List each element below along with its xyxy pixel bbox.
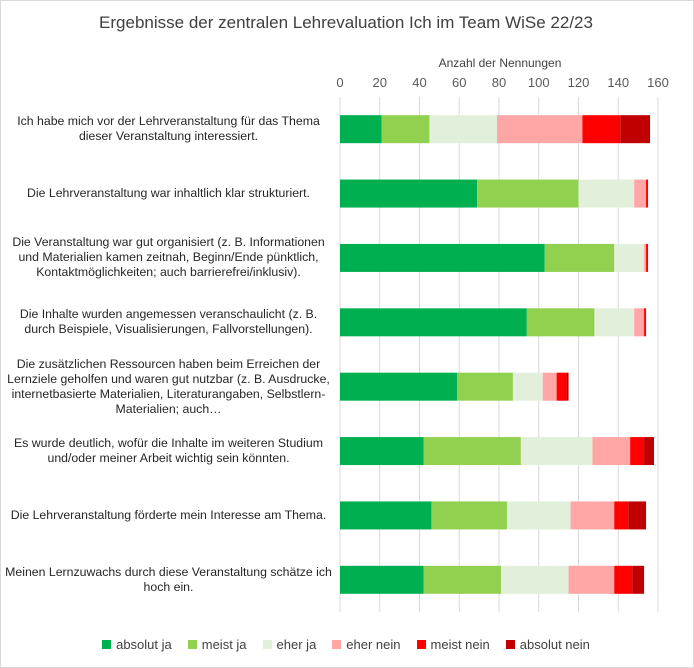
bar-segment-8-absolut-nein <box>632 565 645 594</box>
bar-segment-5-absolut-ja <box>340 372 458 401</box>
category-label-7: Die Lehrveranstaltung förderte mein Inte… <box>0 483 337 547</box>
category-label-2: Die Lehrveranstaltung war inhaltlich kla… <box>0 161 337 225</box>
legend-item-meist-nein: meist nein <box>416 637 490 652</box>
bar-segment-8-eher-ja <box>500 565 569 594</box>
legend-item-absolut-nein: absolut nein <box>505 637 590 652</box>
x-tick-label-100: 100 <box>528 75 550 90</box>
category-label-6: Es wurde deutlich, wofür die Inhalte im … <box>0 419 337 483</box>
bar-segment-6-eher-ja <box>520 437 593 466</box>
bar-segment-7-meist-ja <box>431 501 507 530</box>
legend-swatch <box>416 640 426 649</box>
bar-segment-7-absolut-ja <box>340 501 432 530</box>
legend-label: eher nein <box>346 637 401 652</box>
bar-segment-7-eher-nein <box>570 501 615 530</box>
bar-segment-8-absolut-ja <box>340 565 424 594</box>
x-tick-label-80: 80 <box>492 75 506 90</box>
bar-segment-7-absolut-nein <box>628 501 647 530</box>
legend-swatch <box>102 640 112 649</box>
bar-segment-6-meist-nein <box>630 437 645 466</box>
bar-segment-3-absolut-ja <box>340 243 545 272</box>
category-label-1: Ich habe mich vor der Lehrveranstaltung … <box>0 97 337 161</box>
bar-segment-2-absolut-ja <box>340 179 478 208</box>
bar-segment-4-eher-nein <box>634 308 645 337</box>
x-tick-label-160: 160 <box>647 75 669 90</box>
bar-segment-3-meist-ja <box>544 243 615 272</box>
bar-segment-6-meist-ja <box>423 437 521 466</box>
bar-segment-4-meist-nein <box>644 308 647 337</box>
legend-label: absolut nein <box>519 637 590 652</box>
bar-segment-1-absolut-nein <box>620 115 651 144</box>
bar-segment-2-meist-nein <box>646 179 649 208</box>
chart-title: Ergebnisse der zentralen Lehrevaluation … <box>99 13 593 32</box>
bar-segment-1-absolut-ja <box>340 115 382 144</box>
legend-swatch <box>262 640 272 649</box>
bar-segment-6-absolut-nein <box>644 437 655 466</box>
legend-label: eher ja <box>276 637 317 652</box>
x-tick-label-120: 120 <box>568 75 590 90</box>
legend: absolut ja meist ja eher ja eher nein meist … <box>0 637 692 652</box>
bar-segment-5-eher-nein <box>542 372 557 401</box>
category-label-5: Die zusätzlichen Ressourcen haben beim E… <box>0 355 337 419</box>
bar-segment-2-meist-ja <box>477 179 579 208</box>
category-label-text: Die Lehrveranstaltung war inhaltlich kla… <box>27 186 310 201</box>
bar-segment-1-meist-nein <box>582 115 621 144</box>
bar-segment-1-meist-ja <box>381 115 430 144</box>
bar-segment-8-eher-nein <box>568 565 615 594</box>
x-tick-label-0: 0 <box>336 75 343 90</box>
legend-label: meist nein <box>430 637 490 652</box>
bar-segment-2-eher-ja <box>578 179 635 208</box>
bar-segment-6-eher-nein <box>592 437 631 466</box>
bar-segment-6-absolut-ja <box>340 437 424 466</box>
bar-segment-1-eher-nein <box>497 115 583 144</box>
category-label-text: Die zusätzlichen Ressourcen haben beim E… <box>7 356 330 416</box>
bar-segment-3-meist-nein <box>646 243 649 272</box>
category-label-text: Die Lehrveranstaltung förderte mein Inte… <box>10 507 327 522</box>
x-tick-label-140: 140 <box>607 75 629 90</box>
legend-item-absolut-ja: absolut ja <box>102 637 172 652</box>
bar-segment-8-meist-nein <box>614 565 633 594</box>
bar-segment-5-meist-ja <box>457 372 513 401</box>
category-label-text: Die Inhalte wurden angemessen veranschau… <box>19 307 318 337</box>
category-label-3: Die Veranstaltung war gut organisiert (z… <box>0 226 337 290</box>
category-label-text: Ich habe mich vor der Lehrveranstaltung … <box>17 114 320 144</box>
legend-swatch <box>187 640 197 649</box>
bar-segment-7-meist-nein <box>614 501 629 530</box>
bar-segment-5-eher-ja <box>512 372 543 401</box>
bar-segment-5-absolut-nein <box>566 372 569 401</box>
legend-label: meist ja <box>201 637 247 652</box>
bar-segment-8-meist-ja <box>423 565 501 594</box>
legend-swatch <box>505 640 515 649</box>
x-tick-label-60: 60 <box>452 75 466 90</box>
bar-segment-4-eher-ja <box>594 308 635 337</box>
bar-segment-7-eher-ja <box>506 501 571 530</box>
bar-segment-3-eher-nein <box>644 243 647 272</box>
x-tick-label-20: 20 <box>373 75 387 90</box>
x-axis-title: Anzahl der Nennungen <box>438 56 562 70</box>
legend-item-eher-nein: eher nein <box>332 637 401 652</box>
bar-segment-1-eher-ja <box>429 115 498 144</box>
bar-segment-4-absolut-ja <box>340 308 527 337</box>
legend-item-meist-ja: meist ja <box>187 637 247 652</box>
bar-segment-3-eher-ja <box>614 243 645 272</box>
category-label-4: Die Inhalte wurden angemessen veranschau… <box>0 290 337 354</box>
category-label-8: Meinen Lernzuwachs durch diese Veranstal… <box>0 548 337 612</box>
legend-swatch <box>332 640 342 649</box>
category-label-text: Es wurde deutlich, wofür die Inhalte im … <box>14 436 323 466</box>
bar-segment-2-eher-nein <box>634 179 647 208</box>
x-tick-label-40: 40 <box>412 75 426 90</box>
bar-segment-4-meist-ja <box>526 308 595 337</box>
bar-segment-5-meist-nein <box>556 372 567 401</box>
category-label-text: Die Veranstaltung war gut organisiert (z… <box>12 235 325 280</box>
legend-label: absolut ja <box>116 637 172 652</box>
legend-item-eher-ja: eher ja <box>262 637 317 652</box>
category-label-text: Meinen Lernzuwachs durch diese Veranstal… <box>5 564 332 594</box>
